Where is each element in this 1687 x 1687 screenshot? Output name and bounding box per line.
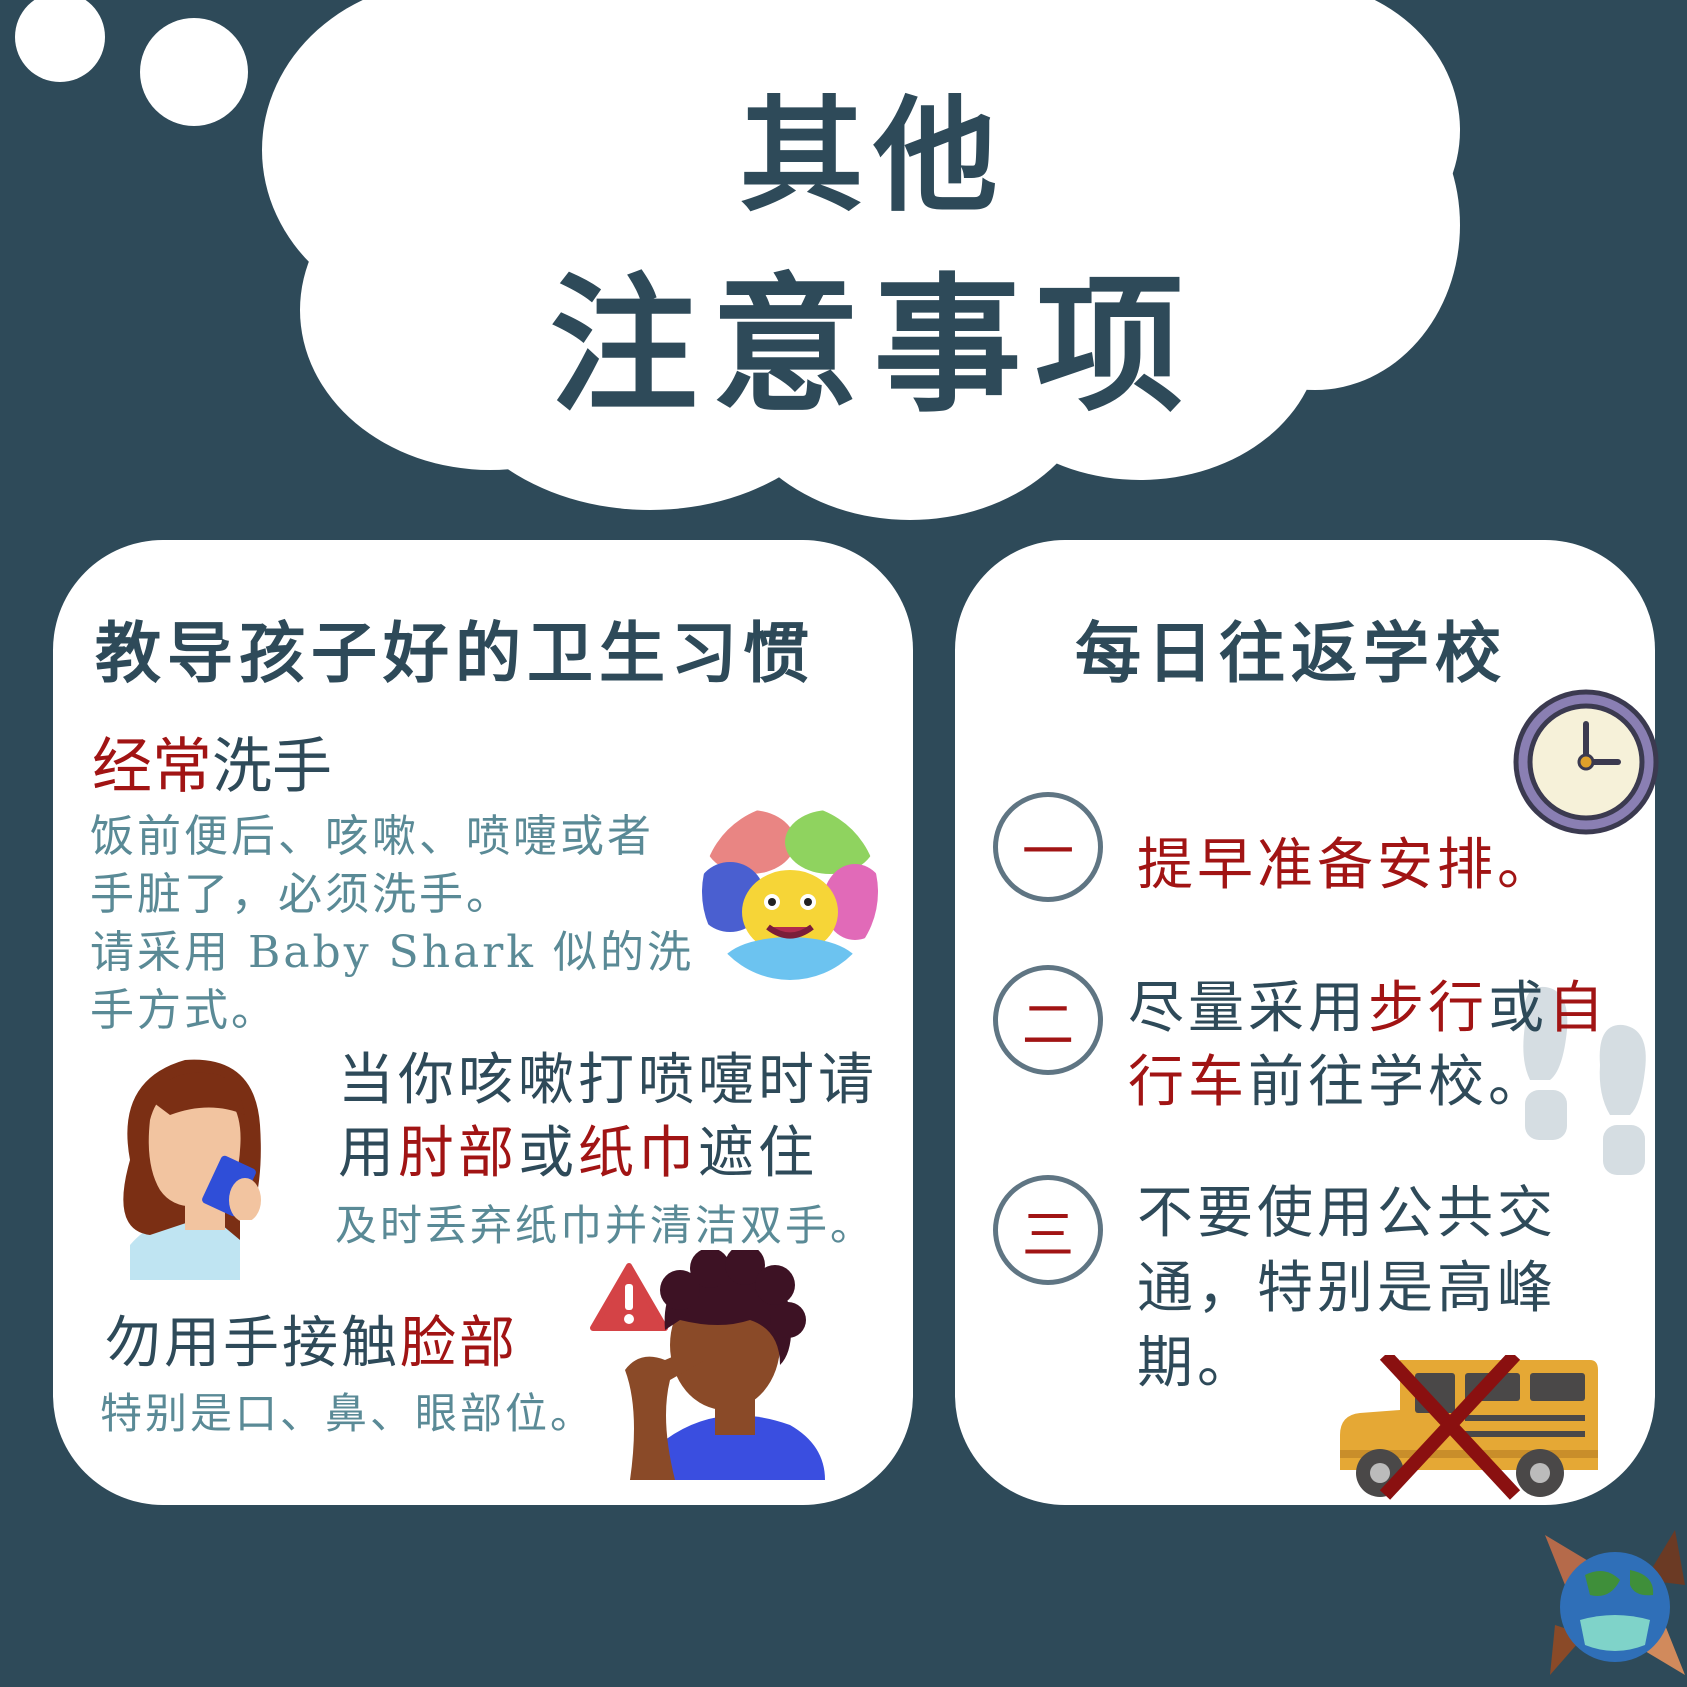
step-1-text: 提早准备安排。 xyxy=(1137,833,1557,898)
crossed-out-bus-icon xyxy=(1340,1355,1598,1500)
warning-icon xyxy=(590,1263,668,1331)
handwash-title: 经常洗手 xyxy=(92,732,332,802)
step-3-line3: 期。 xyxy=(1137,1331,1257,1396)
handwash-line1: 饭前便后、咳嗽、喷嚏或者 xyxy=(90,811,654,862)
step-2-line1: 尽量采用步行或自 xyxy=(1128,976,1608,1041)
cough-line2: 用肘部或纸巾遮住 xyxy=(338,1121,818,1186)
step-number-2: 二 xyxy=(993,965,1103,1075)
man-touching-face-illustration xyxy=(625,1250,825,1480)
cough-line1: 当你咳嗽打喷嚏时请 xyxy=(338,1048,878,1113)
baby-shark-icon xyxy=(702,804,878,980)
earth-mask-logo xyxy=(1545,1530,1685,1675)
hygiene-heading: 教导孩子好的卫生习惯 xyxy=(95,614,815,692)
step-number-3: 三 xyxy=(993,1175,1103,1285)
face-title: 勿用手接触脸部 xyxy=(105,1311,518,1376)
handwash-line2: 手脏了，必须洗手。 xyxy=(90,869,513,920)
woman-coughing-illustration xyxy=(123,1059,268,1280)
footprints-icon xyxy=(1523,986,1646,1175)
page-title-line2: 注意事项 xyxy=(549,258,1198,432)
cough-sub: 及时丢弃纸巾并清洁双手。 xyxy=(335,1201,876,1250)
face-sub: 特别是口、鼻、眼部位。 xyxy=(100,1389,596,1438)
step-2-line2: 行车前往学校。 xyxy=(1128,1050,1548,1115)
handwash-line4: 手方式。 xyxy=(90,985,278,1036)
page-title-line1: 其他 xyxy=(739,84,1008,229)
thought-dot-small xyxy=(15,0,105,82)
step-3-line1: 不要使用公共交 xyxy=(1137,1181,1557,1246)
thought-dot-medium xyxy=(140,18,248,126)
clock-icon xyxy=(1513,689,1659,835)
commute-heading: 每日往返学校 xyxy=(1075,614,1507,692)
step-number-1: 一 xyxy=(993,792,1103,902)
step-3-line2: 通，特别是高峰 xyxy=(1137,1256,1557,1321)
handwash-line3: 请采用 Baby Shark 似的洗 xyxy=(90,927,694,978)
